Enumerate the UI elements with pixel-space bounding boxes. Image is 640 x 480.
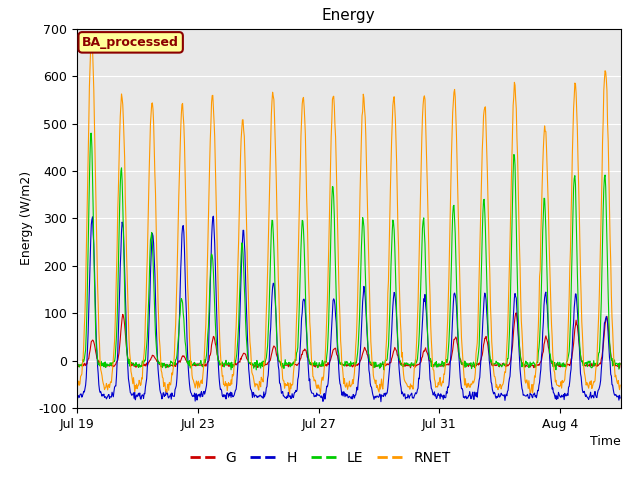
Text: BA_processed: BA_processed: [82, 36, 179, 49]
RNET: [93, 252, 100, 257]
RNET: [271, 135, 279, 141]
LE: [202, 360, 209, 366]
Line: G: G: [77, 313, 620, 368]
RNET: [382, 347, 390, 352]
H: [209, 213, 217, 219]
RNET: [317, 391, 324, 396]
LE: [513, 256, 521, 262]
G: [512, 311, 520, 316]
LE: [380, 367, 388, 373]
Line: H: H: [77, 216, 620, 402]
RNET: [73, 382, 81, 388]
LE: [93, 351, 100, 357]
Line: RNET: RNET: [77, 41, 620, 394]
Line: LE: LE: [77, 133, 620, 370]
RNET: [300, 104, 308, 109]
G: [381, 362, 388, 368]
G: [201, 363, 209, 369]
G: [271, 344, 278, 349]
H: [271, 296, 279, 302]
G: [616, 365, 623, 371]
G: [513, 310, 520, 316]
G: [616, 360, 624, 366]
Title: Energy: Energy: [322, 9, 376, 24]
H: [201, 391, 209, 397]
LE: [382, 358, 390, 363]
LE: [300, 242, 308, 248]
G: [300, 348, 307, 353]
RNET: [513, 134, 521, 140]
H: [616, 395, 624, 401]
LE: [271, 289, 279, 295]
RNET: [88, 38, 96, 44]
H: [382, 390, 390, 396]
H: [377, 399, 385, 405]
RNET: [202, 334, 209, 339]
RNET: [616, 382, 624, 388]
G: [73, 362, 81, 368]
LE: [73, 361, 81, 367]
H: [73, 393, 81, 398]
LE: [616, 361, 624, 367]
G: [92, 352, 100, 358]
Text: Time: Time: [590, 434, 621, 447]
Legend: G, H, LE, RNET: G, H, LE, RNET: [184, 445, 456, 471]
H: [513, 307, 521, 313]
H: [92, 336, 100, 342]
Y-axis label: Energy (W/m2): Energy (W/m2): [20, 171, 33, 265]
LE: [88, 131, 95, 136]
H: [300, 296, 308, 302]
